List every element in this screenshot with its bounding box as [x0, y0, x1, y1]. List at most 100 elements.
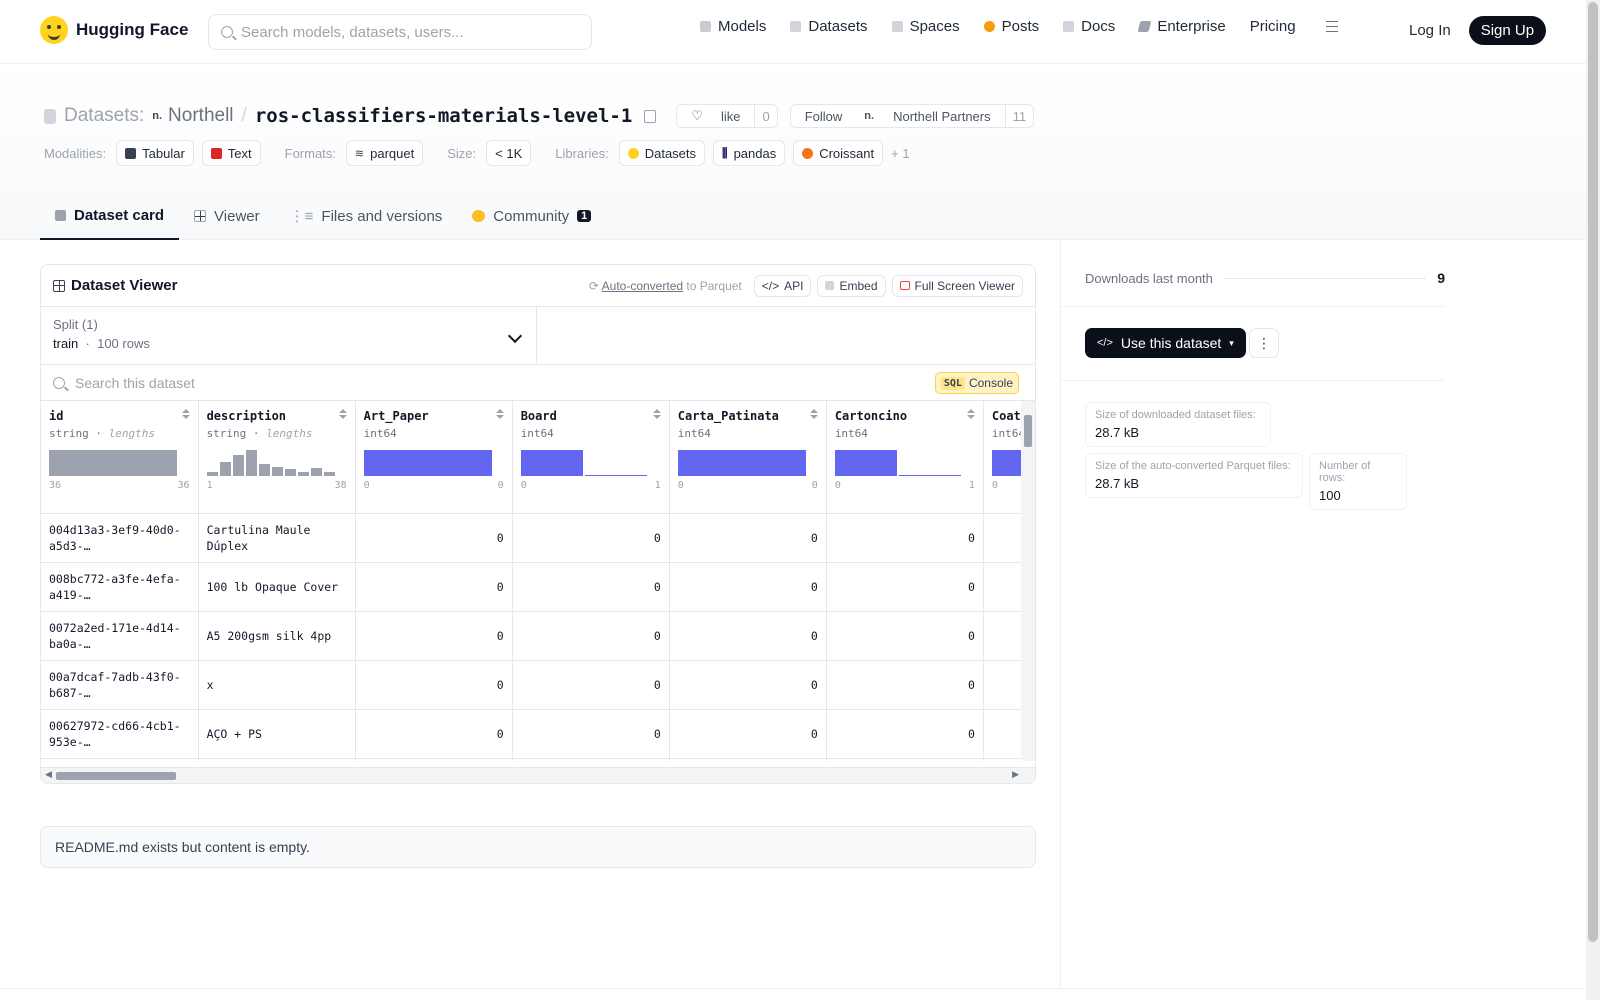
cell-id[interactable]: 00a7dcaf-7adb-43f0-b687-…	[41, 660, 199, 710]
cell-description[interactable]: x	[198, 660, 356, 710]
follow-button[interactable]: Follow n. Northell Partners 11	[789, 104, 1035, 128]
table-row[interactable]	[41, 758, 1035, 761]
column-header[interactable]: Art_Paper int64 0 0	[355, 401, 513, 514]
cell-value[interactable]: 0	[355, 709, 513, 759]
table-horizontal-scrollbar[interactable]: ◀ ▶	[41, 767, 1035, 783]
dataset-search-input[interactable]	[75, 374, 775, 391]
tag-parquet[interactable]: ≋ parquet	[345, 140, 424, 166]
nav-datasets[interactable]: Datasets	[790, 18, 868, 35]
histogram-bar[interactable]	[584, 475, 647, 476]
embed-button[interactable]: Embed	[817, 274, 886, 297]
cell-description[interactable]: AÇO + PS	[198, 709, 356, 759]
signup-button[interactable]: Sign Up	[1468, 16, 1547, 45]
histogram-bar[interactable]	[520, 450, 583, 476]
cell-value[interactable]: 0	[826, 513, 984, 563]
cell-value[interactable]: 0	[826, 709, 984, 759]
sort-icon[interactable]	[809, 409, 818, 419]
dataset-name[interactable]: ros-classifiers-materials-level-1	[254, 105, 633, 127]
histogram-bar[interactable]	[677, 450, 806, 476]
nav-pricing[interactable]: Pricing	[1250, 18, 1296, 35]
sort-icon[interactable]	[338, 409, 347, 419]
sort-icon[interactable]	[495, 409, 504, 419]
tab-viewer[interactable]: Viewer	[179, 192, 275, 240]
sql-console-button[interactable]: SQL Console	[934, 372, 1019, 394]
cell-value[interactable]: 0	[512, 660, 670, 710]
cell-value[interactable]: 0	[355, 660, 513, 710]
use-dataset-button[interactable]: </> Use this dataset ▾	[1085, 328, 1246, 358]
hf-logo-link[interactable]: Hugging Face	[40, 16, 188, 44]
cell-value[interactable]: 0	[669, 709, 827, 759]
cell-id[interactable]: 0072a2ed-171e-4d14-ba0a-…	[41, 611, 199, 661]
histogram-bar[interactable]	[834, 450, 897, 476]
more-menu-icon[interactable]	[1320, 20, 1338, 33]
tag-size[interactable]: < 1K	[486, 140, 532, 166]
more-options-icon[interactable]: ⋮	[1249, 328, 1279, 358]
column-header[interactable]: description string · lengths 1 38	[198, 401, 356, 514]
copy-icon[interactable]	[644, 109, 657, 123]
login-link[interactable]: Log In	[1409, 22, 1451, 39]
global-search[interactable]	[208, 14, 592, 50]
tab-community[interactable]: Community 1	[457, 192, 606, 240]
table-row[interactable]: 00627972-cd66-4cb1-953e-… AÇO + PS 0 0 0 0	[41, 709, 1035, 759]
histogram-bar[interactable]	[284, 469, 296, 476]
sort-icon[interactable]	[181, 409, 190, 419]
histogram-bar[interactable]	[898, 475, 961, 476]
org-link[interactable]: n. Northell	[152, 105, 233, 127]
global-search-input[interactable]	[241, 23, 561, 41]
sort-icon[interactable]	[966, 409, 975, 419]
cell-value[interactable]: 0	[669, 660, 827, 710]
cell-value[interactable]: 0	[355, 513, 513, 563]
nav-models[interactable]: Models	[700, 18, 766, 35]
cell-description[interactable]: A5 200gsm silk 4pp	[198, 611, 356, 661]
table-row[interactable]: 00a7dcaf-7adb-43f0-b687-… x 0 0 0 0	[41, 660, 1035, 710]
page-scrollbar[interactable]	[1586, 0, 1600, 1000]
histogram-bar[interactable]	[258, 464, 270, 476]
cell-description[interactable]: 100 lb Opaque Cover	[198, 562, 356, 612]
nav-posts[interactable]: Posts	[983, 18, 1039, 35]
histogram-bar[interactable]	[323, 472, 335, 476]
histogram-bar[interactable]	[363, 450, 492, 476]
cell-value[interactable]: 0	[355, 611, 513, 661]
sort-icon[interactable]	[652, 409, 661, 419]
tag-tabular[interactable]: Tabular	[116, 140, 194, 166]
nav-spaces[interactable]: Spaces	[891, 18, 960, 35]
like-button[interactable]: ♡ like 0	[676, 104, 778, 128]
scroll-right-icon[interactable]: ▶	[1012, 769, 1019, 779]
cell-value[interactable]: 0	[669, 562, 827, 612]
cell-id[interactable]: 008bc772-a3fe-4efa-a419-…	[41, 562, 199, 612]
cell-value[interactable]: 0	[826, 562, 984, 612]
cell-description[interactable]: Cartulina Maule Dúplex	[198, 513, 356, 563]
nav-docs[interactable]: Docs	[1063, 18, 1115, 35]
cell-value[interactable]: 0	[512, 709, 670, 759]
histogram-bar[interactable]	[219, 462, 231, 476]
cell-value[interactable]: 0	[669, 513, 827, 563]
column-header[interactable]: id string · lengths 36 36	[41, 401, 199, 514]
libraries-more[interactable]: + 1	[891, 145, 910, 161]
histogram-bar[interactable]	[245, 450, 257, 476]
tab-files[interactable]: ⋮≡ Files and versions	[275, 192, 458, 240]
tag-datasets[interactable]: Datasets	[618, 140, 706, 166]
cell-value[interactable]: 0	[669, 611, 827, 661]
histogram-bar[interactable]	[232, 455, 244, 476]
scroll-left-icon[interactable]: ◀	[45, 769, 52, 779]
full-screen-button[interactable]: Full Screen Viewer	[891, 274, 1023, 297]
column-header[interactable]: Cartoncino int64 0 1	[826, 401, 984, 514]
histogram-bar[interactable]	[271, 467, 283, 476]
cell-value[interactable]: 0	[826, 611, 984, 661]
cell-value[interactable]: 0	[512, 513, 670, 563]
table-vertical-scrollbar[interactable]	[1021, 401, 1035, 761]
table-row[interactable]: 008bc772-a3fe-4efa-a419-… 100 lb Opaque C…	[41, 562, 1035, 612]
api-button[interactable]: </> API	[753, 274, 812, 297]
page-scroll-thumb[interactable]	[1588, 2, 1598, 942]
split-selector[interactable]: Split (1) train · 100 rows	[41, 307, 537, 364]
cell-value[interactable]: 0	[355, 562, 513, 612]
histogram-bar[interactable]	[49, 450, 177, 476]
cell-value[interactable]: 0	[826, 660, 984, 710]
tag-croissant[interactable]: Croissant	[793, 140, 884, 166]
tab-dataset-card[interactable]: Dataset card	[40, 192, 180, 240]
column-header[interactable]: Board int64 0 1	[512, 401, 670, 514]
table-row[interactable]: 0072a2ed-171e-4d14-ba0a-… A5 200gsm silk …	[41, 611, 1035, 661]
column-header[interactable]: Carta_Patinata int64 0 0	[669, 401, 827, 514]
cell-id[interactable]: 004d13a3-3ef9-40d0-a5d3-…	[41, 513, 199, 563]
